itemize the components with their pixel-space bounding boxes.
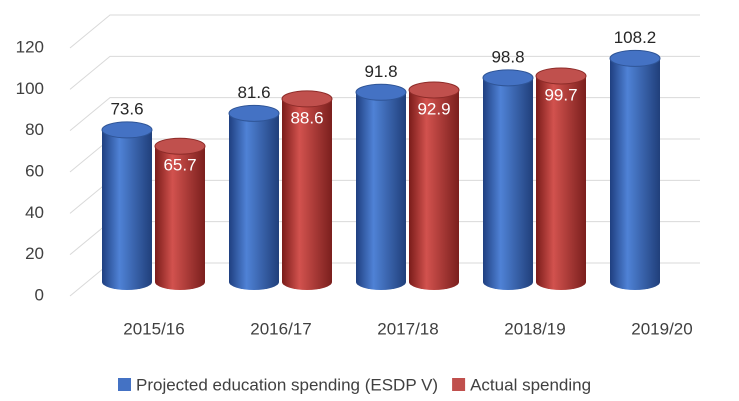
- data-label: 81.6: [237, 83, 270, 102]
- y-tick-label: 20: [25, 244, 44, 263]
- bar: [609, 49, 661, 291]
- grid-line: [69, 14, 700, 49]
- grid-line: [69, 55, 700, 90]
- bar-body: [229, 113, 279, 290]
- y-tick-label: 120: [16, 37, 44, 56]
- bar: [281, 90, 333, 290]
- bar-body: [536, 75, 586, 290]
- bar-top: [228, 104, 280, 122]
- x-tick-label: 2017/18: [377, 319, 438, 338]
- bar-body: [356, 92, 406, 290]
- data-label: 65.7: [163, 156, 196, 175]
- bar-top: [101, 121, 153, 139]
- y-tick-label: 100: [16, 79, 44, 98]
- bar-body: [102, 129, 152, 290]
- bar-top: [482, 69, 534, 87]
- data-label: 92.9: [417, 99, 450, 118]
- y-tick-label: 40: [25, 203, 44, 222]
- bar-body: [282, 98, 332, 290]
- data-label: 99.7: [544, 85, 577, 104]
- bar-body: [483, 77, 533, 291]
- bar: [408, 81, 460, 290]
- bar: [154, 137, 206, 290]
- data-label: 88.6: [290, 108, 323, 127]
- bar-top: [355, 83, 407, 101]
- legend-label: Actual spending: [470, 375, 591, 394]
- x-tick-label: 2015/16: [123, 319, 184, 338]
- x-tick-label: 2018/19: [504, 319, 565, 338]
- bar: [482, 69, 534, 291]
- data-label: 91.8: [364, 62, 397, 81]
- bar-body: [155, 146, 205, 290]
- bar-top: [154, 137, 206, 155]
- x-tick-label: 2019/20: [631, 319, 692, 338]
- bar: [535, 67, 587, 290]
- bar-top: [281, 90, 333, 108]
- legend-swatch: [452, 378, 466, 391]
- data-label: 73.6: [110, 99, 143, 118]
- bar-top: [408, 81, 460, 99]
- y-tick-label: 60: [25, 161, 44, 180]
- bar-top: [609, 49, 661, 67]
- legend-swatch: [118, 378, 131, 391]
- y-tick-label: 80: [25, 120, 44, 139]
- data-label: 98.8: [491, 47, 524, 66]
- bar-top: [535, 67, 587, 85]
- legend-label: Projected education spending (ESDP V): [136, 375, 438, 394]
- x-tick-label: 2016/17: [250, 319, 311, 338]
- bar: [101, 121, 153, 290]
- bar-body: [610, 58, 660, 291]
- data-label: 108.2: [614, 28, 657, 47]
- bar: [355, 83, 407, 290]
- y-tick-label: 0: [35, 285, 44, 304]
- bar-body: [409, 90, 459, 290]
- bar: [228, 104, 280, 290]
